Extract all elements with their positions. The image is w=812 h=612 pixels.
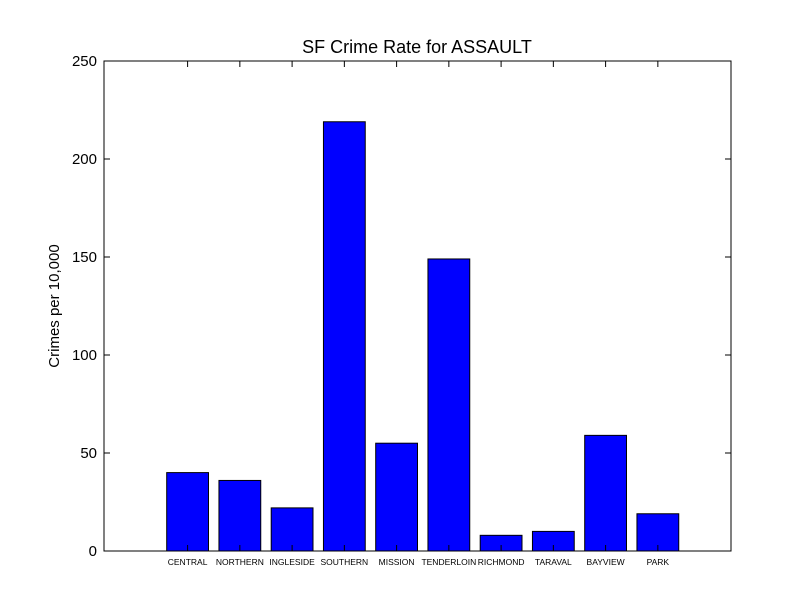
- bar-northern: [218, 479, 262, 552]
- y-tick-label: 100: [72, 347, 97, 364]
- bar-ingleside: [270, 507, 314, 552]
- x-axis-ticks: CENTRAL NORTHERN INGLESIDE SOUTHERN MISSION T…: [168, 61, 670, 567]
- bar-tenderloin: [427, 258, 471, 552]
- y-tick-label: 250: [72, 53, 97, 70]
- bar-bayview: [584, 434, 628, 552]
- x-tick-label-northern: NORTHERN: [216, 557, 264, 567]
- x-tick-label-central: CENTRAL: [168, 557, 208, 567]
- y-tick-label: 150: [72, 249, 97, 266]
- chart-title: SF Crime Rate for ASSAULT: [302, 37, 532, 57]
- bar-central: [166, 472, 209, 552]
- y-tick-label: 200: [72, 151, 97, 168]
- y-tick-label: 0: [89, 543, 97, 560]
- x-tick-label-park: PARK: [647, 557, 670, 567]
- plot-frame: [103, 60, 732, 552]
- bars-group: [166, 121, 680, 552]
- x-tick-label-richmond: RICHMOND: [478, 557, 525, 567]
- y-axis-label: Crimes per 10,000: [46, 244, 63, 367]
- y-axis-ticks: 0 50 100 150 200 250: [72, 53, 731, 560]
- bar-park: [636, 513, 680, 552]
- y-tick-label: 50: [80, 445, 97, 462]
- bar-southern: [322, 121, 366, 552]
- x-tick-label-ingleside: INGLESIDE: [269, 557, 315, 567]
- x-tick-label-bayview: BAYVIEW: [587, 557, 625, 567]
- bar-mission: [375, 442, 419, 552]
- x-tick-label-tenderloin: TENDERLOIN: [421, 557, 476, 567]
- x-tick-label-taraval: TARAVAL: [535, 557, 572, 567]
- x-tick-label-mission: MISSION: [379, 557, 415, 567]
- x-tick-label-southern: SOUTHERN: [320, 557, 368, 567]
